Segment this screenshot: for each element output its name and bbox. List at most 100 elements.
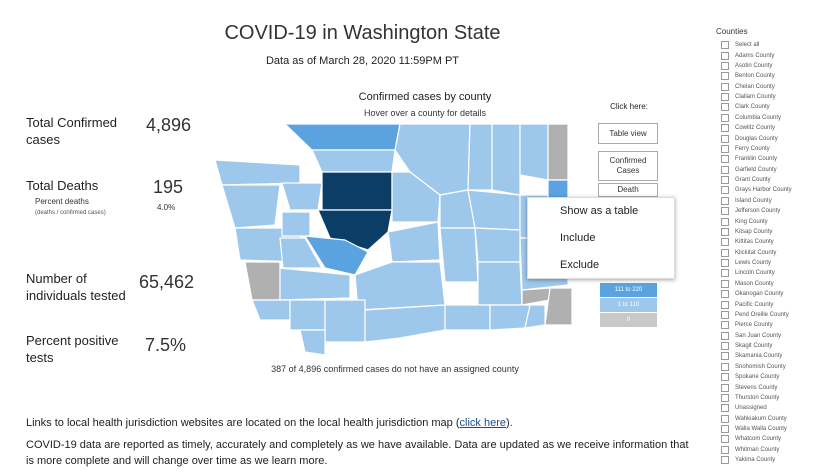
checkbox[interactable]	[721, 248, 729, 257]
county-filter-item[interactable]: San Juan County	[721, 331, 829, 341]
checkbox[interactable]	[721, 93, 729, 102]
county-pacific[interactable]	[244, 261, 281, 301]
checkbox[interactable]	[721, 456, 729, 465]
county-filter-item[interactable]: Island County	[721, 196, 829, 206]
county-filter-item[interactable]: Cowlitz County	[721, 123, 829, 133]
county-filter-item[interactable]: Yakima County	[721, 455, 829, 465]
checkbox[interactable]	[721, 176, 729, 185]
county-filter-item[interactable]: Chelan County	[721, 82, 829, 92]
county-filter-item[interactable]: Jefferson County	[721, 206, 829, 216]
county-filter-item[interactable]: Whatcom County	[721, 434, 829, 444]
county-pend-oreille[interactable]	[519, 123, 549, 181]
county-filter-item[interactable]: Lewis County	[721, 258, 829, 268]
checkbox[interactable]	[721, 425, 729, 434]
county-filter-item[interactable]: Columbia County	[721, 113, 829, 123]
county-filter-item[interactable]: Wahkiakum County	[721, 414, 829, 424]
checkbox[interactable]	[721, 279, 729, 288]
county-filter-item[interactable]: Pacific County	[721, 299, 829, 309]
county-franklin[interactable]	[477, 261, 523, 306]
county-cowlitz[interactable]	[289, 299, 326, 331]
menu-item-exclude[interactable]: Exclude	[560, 259, 600, 271]
county-filter-item[interactable]: Okanogan County	[721, 289, 829, 299]
checkbox[interactable]	[721, 103, 729, 112]
checkbox[interactable]	[721, 61, 729, 70]
county-asotin[interactable]	[544, 287, 573, 326]
county-chelan[interactable]	[391, 171, 441, 223]
checkbox[interactable]	[721, 362, 729, 371]
county-grant[interactable]	[439, 227, 479, 283]
checkbox[interactable]	[721, 238, 729, 247]
checkbox[interactable]	[721, 165, 729, 174]
county-filter-item[interactable]: Skagit County	[721, 341, 829, 351]
checkbox[interactable]	[721, 310, 729, 319]
menu-item-include[interactable]: Include	[560, 232, 596, 244]
county-filter-item[interactable]: Douglas County	[721, 133, 829, 143]
county-filter-item[interactable]: Ferry County	[721, 144, 829, 154]
county-filter-item[interactable]: Lincoln County	[721, 268, 829, 278]
county-kitsap[interactable]	[281, 182, 323, 211]
county-filter-item[interactable]: Klickitat County	[721, 248, 829, 258]
checkbox[interactable]	[721, 300, 729, 309]
table-view-button[interactable]: Table view	[598, 123, 658, 144]
deaths-button[interactable]: Death	[598, 183, 658, 197]
county-filter-item[interactable]: Grant County	[721, 175, 829, 185]
checkbox[interactable]	[721, 196, 729, 205]
county-filter-item[interactable]: Clark County	[721, 102, 829, 112]
checkbox[interactable]	[721, 186, 729, 195]
county-filter-item[interactable]: Grays Harbor County	[721, 185, 829, 195]
checkbox[interactable]	[721, 124, 729, 133]
county-wahkiakum[interactable]	[251, 299, 291, 321]
county-snohomish[interactable]	[321, 171, 393, 211]
county-yakima[interactable]	[354, 261, 446, 311]
county-filter-item[interactable]: Garfield County	[721, 165, 829, 175]
county-clallam[interactable]	[214, 159, 301, 186]
checkbox[interactable]	[721, 72, 729, 81]
county-filter-item[interactable]: Franklin County	[721, 154, 829, 164]
county-filter-item[interactable]: Asotin County	[721, 61, 829, 71]
county-filter-item[interactable]: King County	[721, 216, 829, 226]
county-benton[interactable]	[444, 304, 491, 331]
checkbox[interactable]	[721, 227, 729, 236]
checkbox[interactable]	[721, 414, 729, 423]
checkbox[interactable]	[721, 113, 729, 122]
county-kittitas[interactable]	[387, 221, 441, 263]
county-mason[interactable]	[281, 211, 311, 237]
county-klickitat[interactable]	[364, 304, 446, 343]
checkbox[interactable]	[721, 342, 729, 351]
county-filter-item[interactable]: Pierce County	[721, 320, 829, 330]
county-filter-item[interactable]: Benton County	[721, 71, 829, 81]
checkbox[interactable]	[721, 144, 729, 153]
county-filter-item[interactable]: Pend Oreille County	[721, 310, 829, 320]
checkbox[interactable]	[721, 352, 729, 361]
checkbox[interactable]	[721, 259, 729, 268]
county-skagit[interactable]	[311, 149, 396, 173]
county-filter-item[interactable]: Kitsap County	[721, 227, 829, 237]
county-whatcom[interactable]	[284, 123, 401, 151]
county-ferry[interactable]	[467, 123, 493, 191]
checkbox[interactable]	[721, 82, 729, 91]
county-filter-item[interactable]: Whitman County	[721, 445, 829, 455]
checkbox[interactable]	[721, 51, 729, 60]
county-stevens[interactable]	[491, 123, 521, 196]
county-garfield[interactable]	[521, 287, 551, 306]
county-filter-item[interactable]: Adams County	[721, 50, 829, 60]
menu-item-show-as-table[interactable]: Show as a table	[560, 205, 639, 217]
confirmed-cases-button[interactable]: Confirmed Cases	[598, 151, 658, 181]
checkbox[interactable]	[721, 321, 729, 330]
county-filter-item[interactable]: Spokane County	[721, 372, 829, 382]
county-columbia[interactable]	[524, 304, 546, 329]
county-pierce[interactable]	[304, 235, 369, 276]
county-filter-item[interactable]: Clallam County	[721, 92, 829, 102]
county-filter-item[interactable]: Mason County	[721, 279, 829, 289]
county-spokane-ne[interactable]	[547, 123, 569, 181]
checkbox[interactable]	[721, 404, 729, 413]
county-jefferson[interactable]	[221, 184, 281, 229]
county-filter-item[interactable]: Unassigned	[721, 403, 829, 413]
county-filter-item[interactable]: Select all	[721, 40, 829, 50]
checkbox[interactable]	[721, 373, 729, 382]
checkbox[interactable]	[721, 393, 729, 402]
county-walla-walla[interactable]	[489, 304, 531, 331]
county-map[interactable]	[212, 120, 577, 360]
checkbox[interactable]	[721, 290, 729, 299]
checkbox[interactable]	[721, 445, 729, 454]
